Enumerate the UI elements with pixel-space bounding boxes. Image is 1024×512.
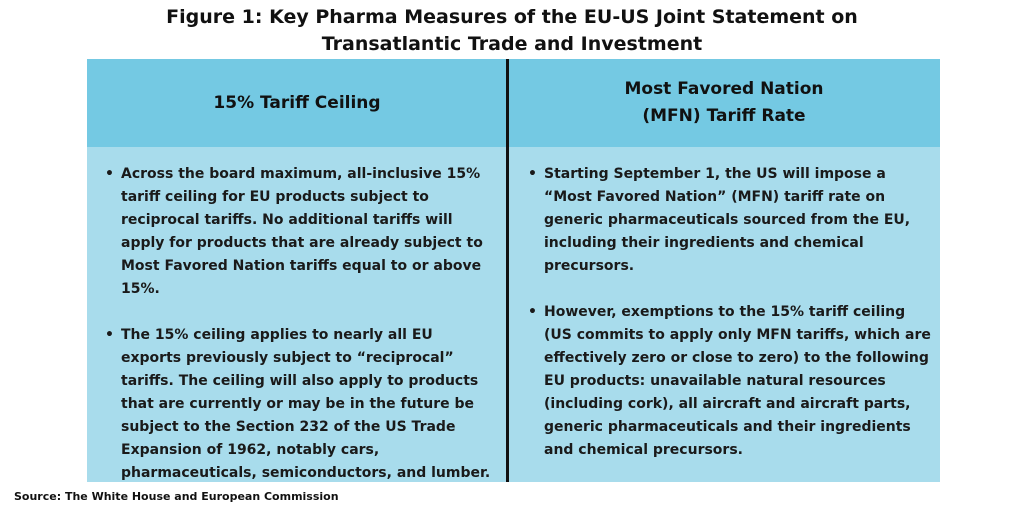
bullet-item: Starting September 1, the US will impose… <box>528 163 932 278</box>
comparison-table: 15% Tariff Ceiling Most Favored Nation (… <box>87 59 940 482</box>
column-header-label: (MFN) Tariff Rate <box>642 106 806 126</box>
column-body-mfn-rate: Starting September 1, the US will impose… <box>508 147 940 482</box>
column-header-label: Most Favored Nation <box>624 79 824 99</box>
bullet-item: The 15% ceiling applies to nearly all EU… <box>105 324 497 485</box>
column-header-tariff-ceiling: 15% Tariff Ceiling <box>87 59 507 147</box>
column-header-mfn-rate: Most Favored Nation (MFN) Tariff Rate <box>508 59 940 147</box>
figure-title: Figure 1: Key Pharma Measures of the EU-… <box>0 4 1024 58</box>
figure-title-line-1: Figure 1: Key Pharma Measures of the EU-… <box>166 6 858 28</box>
figure-title-line-2: Transatlantic Trade and Investment <box>321 33 703 55</box>
bullet-list: Across the board maximum, all-inclusive … <box>105 163 497 485</box>
bullet-list: Starting September 1, the US will impose… <box>528 163 932 462</box>
column-header-label: 15% Tariff Ceiling <box>213 92 381 113</box>
source-note: Source: The White House and European Com… <box>14 490 339 503</box>
bullet-item: Across the board maximum, all-inclusive … <box>105 163 497 301</box>
bullet-item: However, exemptions to the 15% tariff ce… <box>528 301 932 462</box>
column-body-tariff-ceiling: Across the board maximum, all-inclusive … <box>87 147 507 482</box>
column-divider <box>506 59 509 482</box>
